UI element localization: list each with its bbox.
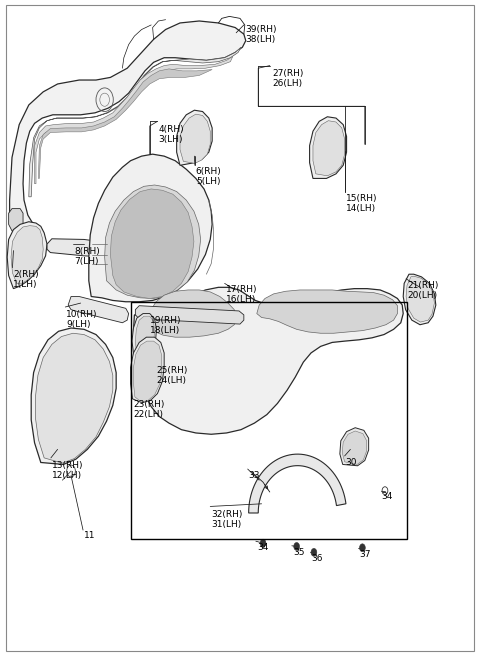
Circle shape (311, 548, 317, 556)
Circle shape (360, 544, 365, 552)
Text: 2(RH)
1(LH): 2(RH) 1(LH) (13, 270, 39, 289)
Polygon shape (36, 333, 113, 463)
Text: 27(RH)
26(LH): 27(RH) 26(LH) (272, 69, 303, 88)
Text: 15(RH)
14(LH): 15(RH) 14(LH) (346, 194, 377, 213)
Text: 37: 37 (359, 550, 371, 559)
Text: 30: 30 (346, 458, 357, 467)
Polygon shape (9, 209, 23, 231)
Text: 34: 34 (382, 492, 393, 501)
Polygon shape (313, 121, 345, 176)
Polygon shape (249, 454, 346, 513)
Text: 39(RH)
38(LH): 39(RH) 38(LH) (245, 25, 276, 44)
Polygon shape (38, 69, 212, 178)
Polygon shape (10, 21, 246, 231)
Text: 34: 34 (257, 543, 268, 552)
Polygon shape (35, 56, 233, 184)
Text: 21(RH)
20(LH): 21(RH) 20(LH) (407, 281, 438, 300)
Polygon shape (105, 185, 201, 298)
Circle shape (260, 539, 266, 547)
Polygon shape (180, 114, 210, 163)
Polygon shape (257, 290, 397, 333)
Circle shape (294, 543, 300, 550)
Polygon shape (342, 431, 367, 464)
Text: 10(RH)
9(LH): 10(RH) 9(LH) (66, 310, 98, 329)
Text: 25(RH)
24(LH): 25(RH) 24(LH) (156, 366, 187, 385)
Polygon shape (310, 117, 347, 178)
Text: 11: 11 (84, 531, 96, 541)
Polygon shape (403, 274, 436, 325)
Polygon shape (132, 314, 156, 365)
Text: 35: 35 (293, 548, 304, 557)
Text: 13(RH)
12(LH): 13(RH) 12(LH) (52, 461, 84, 480)
Polygon shape (89, 154, 212, 302)
Text: 32(RH)
31(LH): 32(RH) 31(LH) (211, 510, 242, 529)
Polygon shape (133, 287, 403, 434)
Polygon shape (29, 47, 241, 197)
Text: 4(RH)
3(LH): 4(RH) 3(LH) (158, 125, 184, 144)
Polygon shape (31, 328, 116, 464)
Polygon shape (133, 341, 162, 402)
Polygon shape (68, 297, 129, 323)
Polygon shape (135, 306, 244, 324)
Polygon shape (11, 226, 43, 284)
Polygon shape (406, 276, 434, 322)
Polygon shape (177, 110, 212, 165)
Polygon shape (110, 189, 194, 298)
Text: 36: 36 (311, 554, 323, 564)
Text: 23(RH)
22(LH): 23(RH) 22(LH) (133, 400, 165, 419)
Polygon shape (131, 337, 164, 403)
Text: 6(RH)
5(LH): 6(RH) 5(LH) (196, 167, 222, 186)
Text: 19(RH)
18(LH): 19(RH) 18(LH) (150, 316, 182, 335)
Text: 8(RH)
7(LH): 8(RH) 7(LH) (74, 247, 100, 266)
Text: 33: 33 (249, 471, 260, 480)
Polygon shape (340, 428, 369, 466)
Bar (131, 302, 407, 539)
Text: 17(RH)
16(LH): 17(RH) 16(LH) (226, 285, 257, 304)
Polygon shape (7, 222, 47, 289)
Polygon shape (135, 316, 155, 363)
Polygon shape (47, 239, 113, 257)
Polygon shape (148, 290, 236, 337)
